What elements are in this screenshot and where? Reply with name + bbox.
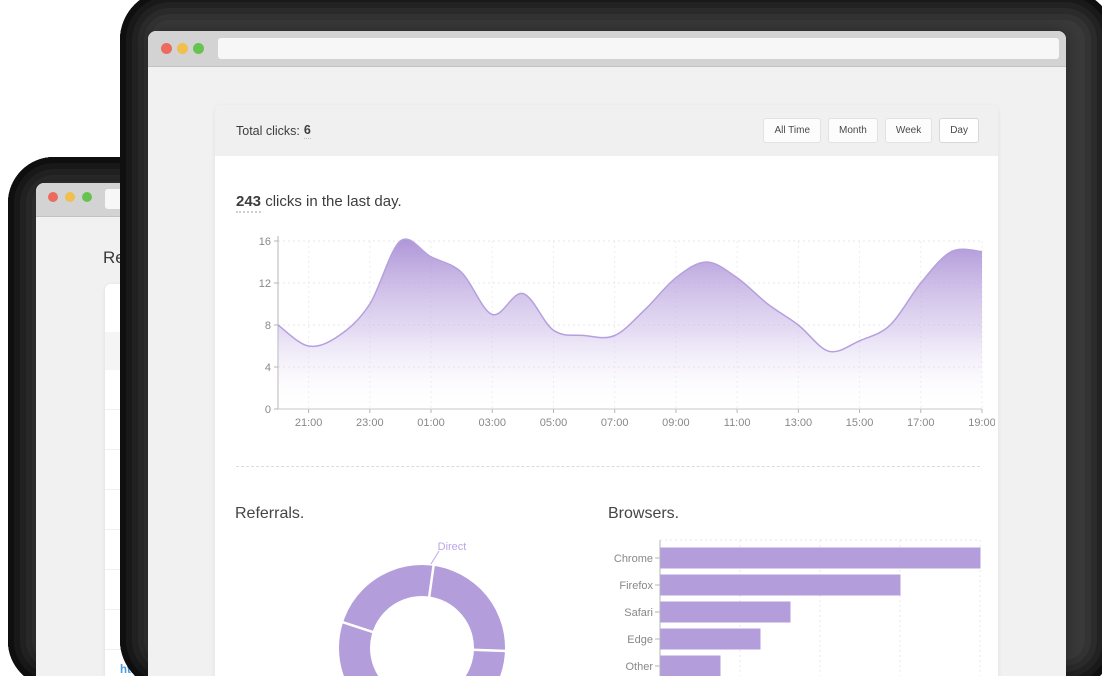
filter-week-button[interactable]: Week xyxy=(884,118,933,143)
maximize-button[interactable] xyxy=(82,192,92,202)
referrals-title: Referrals. xyxy=(235,505,305,522)
front-browser-window: Total clicks: 6 All Time Month Week Day … xyxy=(148,31,1066,676)
clicks-headline: 243 clicks in the last day. xyxy=(236,193,402,213)
x-tick-label: 23:00 xyxy=(356,417,384,429)
close-button[interactable] xyxy=(161,43,172,54)
front-titlebar[interactable] xyxy=(148,31,1066,67)
minimize-button[interactable] xyxy=(177,43,188,54)
bar-firefox xyxy=(660,574,901,596)
front-traffic-lights xyxy=(161,43,204,54)
y-tick-label: 12 xyxy=(259,278,271,290)
donut-slice-separator xyxy=(340,620,375,634)
front-url-input[interactable] xyxy=(218,38,1059,59)
browsers-title: Browsers. xyxy=(608,505,680,522)
bar-chart-svg: Chrome Firefox Safari Edge Other xyxy=(614,539,981,676)
bar-other xyxy=(660,655,721,676)
filter-all-time-button[interactable]: All Time xyxy=(763,118,822,143)
bar-chrome xyxy=(660,547,981,569)
front-url-bar[interactable] xyxy=(218,38,1059,59)
y-tick-label: 4 xyxy=(265,362,271,374)
donut-chart-svg: Direct xyxy=(339,541,507,676)
x-tick-label: 05:00 xyxy=(540,417,568,429)
bar-category-label: Other xyxy=(625,661,653,673)
maximize-button[interactable] xyxy=(193,43,204,54)
bar-category-label: Safari xyxy=(624,607,653,619)
x-tick-label: 17:00 xyxy=(907,417,935,429)
x-tick-label: 01:00 xyxy=(417,417,445,429)
donut-slice-label: Direct xyxy=(438,541,467,553)
x-tick-label: 09:00 xyxy=(662,417,690,429)
stats-card-header: Total clicks: 6 All Time Month Week Day xyxy=(215,105,998,156)
x-tick-label: 15:00 xyxy=(846,417,874,429)
donut-slice-separator xyxy=(471,648,507,653)
total-clicks-value: 6 xyxy=(303,122,311,139)
browsers-bar-chart: Chrome Firefox Safari Edge Other xyxy=(598,528,1002,676)
area-series-fill xyxy=(278,239,982,409)
clicks-area-chart: 0 4 8 12 16 21:00 23:00 01:00 03:00 05:00 07:00 09:… xyxy=(250,228,996,432)
y-tick-label: 0 xyxy=(265,404,271,416)
stats-card: Total clicks: 6 All Time Month Week Day … xyxy=(215,105,998,676)
x-tick-label: 07:00 xyxy=(601,417,629,429)
area-series-line xyxy=(277,238,983,353)
x-tick-label: 19:00 xyxy=(968,417,995,429)
section-divider xyxy=(236,466,980,467)
bar-category-label: Chrome xyxy=(614,553,653,565)
bar-edge xyxy=(660,628,761,650)
filter-month-button[interactable]: Month xyxy=(828,118,878,143)
filter-day-button[interactable]: Day xyxy=(939,118,979,143)
clicks-count: 243 xyxy=(236,193,262,213)
y-tick-label: 16 xyxy=(259,236,271,248)
donut-ring xyxy=(339,565,505,676)
total-clicks-label: Total clicks: xyxy=(236,123,300,138)
x-tick-label: 21:00 xyxy=(295,417,323,429)
y-tick-label: 8 xyxy=(265,320,271,332)
clicks-headline-text: clicks in the last day. xyxy=(261,193,402,210)
minimize-button[interactable] xyxy=(65,192,75,202)
x-tick-label: 11:00 xyxy=(724,417,751,429)
donut-label-pointer xyxy=(430,550,440,565)
x-tick-label: 13:00 xyxy=(785,417,813,429)
bar-category-label: Firefox xyxy=(619,580,653,592)
back-traffic-lights xyxy=(48,192,92,202)
donut-slice-separator xyxy=(427,563,436,599)
bar-category-label: Edge xyxy=(627,634,653,646)
bar-safari xyxy=(660,601,791,623)
time-filter-group: All Time Month Week Day xyxy=(763,105,979,156)
x-tick-label: 03:00 xyxy=(478,417,506,429)
referrals-donut-chart: Direct xyxy=(322,537,522,676)
close-button[interactable] xyxy=(48,192,58,202)
area-chart-svg: 0 4 8 12 16 21:00 23:00 01:00 03:00 05:00 07:00 09:… xyxy=(259,236,996,429)
